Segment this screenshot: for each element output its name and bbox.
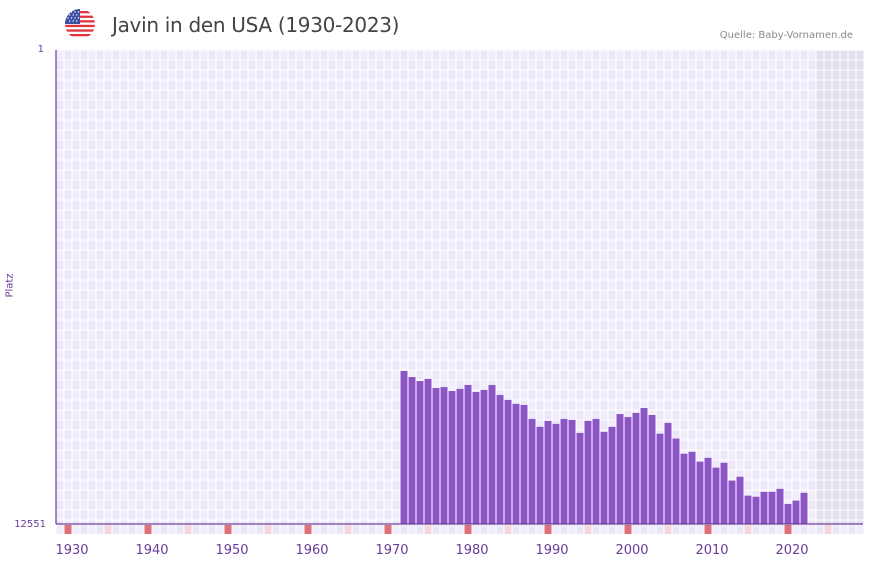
- bar-1988: [528, 418, 536, 524]
- bar-1974: [416, 381, 424, 524]
- bar-2009: [696, 461, 704, 524]
- bar-1976: [432, 387, 440, 524]
- bar-2018: [768, 491, 776, 524]
- bar-1972: [400, 370, 408, 524]
- bar-2017: [760, 491, 768, 524]
- bar-1991: [552, 423, 560, 524]
- bar-2012: [720, 462, 728, 524]
- y-axis-bottom-label: 12551: [14, 519, 46, 530]
- bar-2016: [752, 496, 760, 524]
- bar-2015: [744, 495, 752, 524]
- bar-1977: [440, 387, 448, 524]
- bar-1998: [608, 426, 616, 524]
- bar-1993: [568, 419, 576, 524]
- bar-1985: [504, 399, 512, 524]
- bar-1990: [544, 420, 552, 524]
- bar-1999: [616, 414, 624, 524]
- bar-1982: [480, 389, 488, 524]
- bar-2008: [688, 451, 696, 524]
- x-axis-label-1960: 1960: [295, 543, 329, 558]
- source-credit: Quelle: Baby-Vornamen.de: [719, 30, 853, 41]
- bar-1979: [456, 388, 464, 524]
- bar-1975: [424, 378, 432, 524]
- x-axis-label-1940: 1940: [135, 543, 169, 558]
- bar-1995: [584, 420, 592, 524]
- bar-2014: [736, 476, 744, 524]
- x-axis-label-1930: 1930: [55, 543, 89, 558]
- x-axis-label-1970: 1970: [375, 543, 409, 558]
- y-axis-top-label: 1: [37, 44, 44, 55]
- x-axis-label-2000: 2000: [615, 543, 649, 558]
- bar-2013: [728, 480, 736, 524]
- bar-2006: [672, 438, 680, 524]
- x-axis-label-2020: 2020: [775, 543, 809, 558]
- bar-1992: [560, 418, 568, 524]
- bar-2011: [712, 467, 720, 524]
- bar-2007: [680, 453, 688, 524]
- bar-1989: [536, 426, 544, 524]
- bar-1997: [600, 431, 608, 524]
- bar-2001: [632, 412, 640, 524]
- bar-1978: [448, 391, 456, 524]
- x-axis-label-1990: 1990: [535, 543, 569, 558]
- bar-2022: [800, 492, 808, 524]
- chart-title: Javin in den USA (1930-2023): [112, 13, 400, 37]
- x-axis-label-2010: 2010: [695, 543, 729, 558]
- bar-2002: [640, 408, 648, 524]
- bar-2021: [792, 500, 800, 524]
- bar-1984: [496, 394, 504, 524]
- bar-2019: [776, 488, 784, 524]
- bar-1986: [512, 403, 520, 524]
- bar-1980: [464, 384, 472, 524]
- bar-1981: [472, 391, 480, 524]
- bar-2003: [648, 414, 656, 524]
- bar-1983: [488, 384, 496, 524]
- bar-1994: [576, 432, 584, 524]
- x-axis-label-1980: 1980: [455, 543, 489, 558]
- bar-1996: [592, 418, 600, 524]
- us-flag-icon: [65, 9, 95, 39]
- bar-2010: [704, 457, 712, 524]
- bar-2005: [664, 422, 672, 524]
- bar-2000: [624, 417, 632, 524]
- bar-2004: [656, 433, 664, 524]
- bar-1987: [520, 404, 528, 524]
- bar-1973: [408, 377, 416, 524]
- bar-2020: [784, 503, 792, 524]
- x-axis-label-1950: 1950: [215, 543, 249, 558]
